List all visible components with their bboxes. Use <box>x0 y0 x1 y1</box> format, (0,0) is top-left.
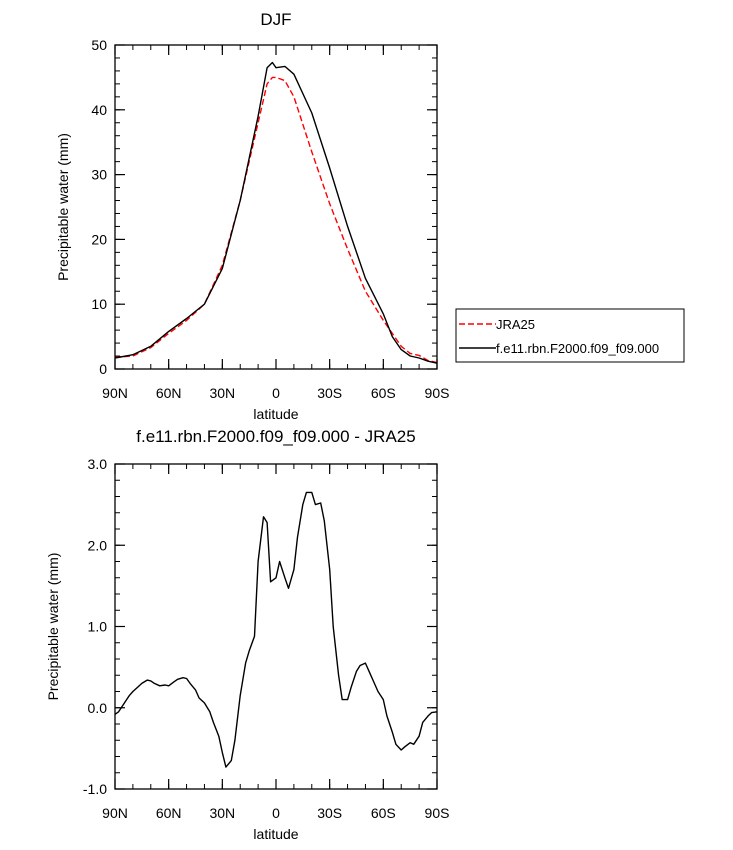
x-tick-label: 60S <box>371 805 396 821</box>
x-tick-label: 30N <box>209 805 235 821</box>
y-tick-label: 20 <box>91 231 107 247</box>
y-tick-label: 2.0 <box>88 537 108 553</box>
y-tick-label: 1.0 <box>88 619 108 635</box>
plot-frame <box>114 44 438 370</box>
legend-label: f.e11.rbn.F2000.f09_f09.000 <box>496 341 659 356</box>
x-tick-label: 90N <box>102 805 128 821</box>
series-line-1 <box>114 76 438 364</box>
y-tick-label: 40 <box>91 102 107 118</box>
series-line-1 <box>114 491 438 768</box>
x-tick-label: 0 <box>272 385 280 401</box>
y-tick-label: -1.0 <box>83 781 107 797</box>
x-tick-label: 30S <box>317 385 342 401</box>
y-tick-label: 50 <box>91 37 107 53</box>
y-axis-label: Precipitable water (mm) <box>55 133 71 281</box>
x-tick-label: 60S <box>371 385 396 401</box>
chart-title: f.e11.rbn.F2000.f09_f09.000 - JRA25 <box>136 427 415 446</box>
x-tick-label: 60N <box>156 805 182 821</box>
y-tick-label: 0.0 <box>88 700 108 716</box>
chart-title: DJF <box>260 10 291 29</box>
x-tick-label: 0 <box>272 805 280 821</box>
x-tick-label: 30S <box>317 805 342 821</box>
plot-frame <box>114 463 438 790</box>
y-axis-label: Precipitable water (mm) <box>45 553 61 701</box>
series-line-2 <box>114 61 438 364</box>
x-tick-label: 90S <box>425 385 450 401</box>
y-tick-label: 0 <box>99 361 107 377</box>
legend-box <box>455 308 685 363</box>
x-tick-label: 30N <box>209 385 235 401</box>
y-tick-label: 30 <box>91 167 107 183</box>
y-tick-label: 10 <box>91 296 107 312</box>
x-axis-label: latitude <box>253 826 298 842</box>
y-tick-label: 3.0 <box>88 456 108 472</box>
legend-label: JRA25 <box>496 317 535 332</box>
x-axis-label: latitude <box>253 406 298 422</box>
chart-panel-1: DJF 90N 60N 30N 0 30S 60S 90S 0 10 20 30 40 50 latitud… <box>55 10 685 422</box>
x-tick-label: 60N <box>156 385 182 401</box>
x-tick-label: 90N <box>102 385 128 401</box>
chart-panel-2: f.e11.rbn.F2000.f09_f09.000 - JRA25 90N 60… <box>45 427 449 842</box>
x-tick-label: 90S <box>425 805 450 821</box>
legend: JRA25 f.e11.rbn.F2000.f09_f09.000 <box>455 308 685 363</box>
